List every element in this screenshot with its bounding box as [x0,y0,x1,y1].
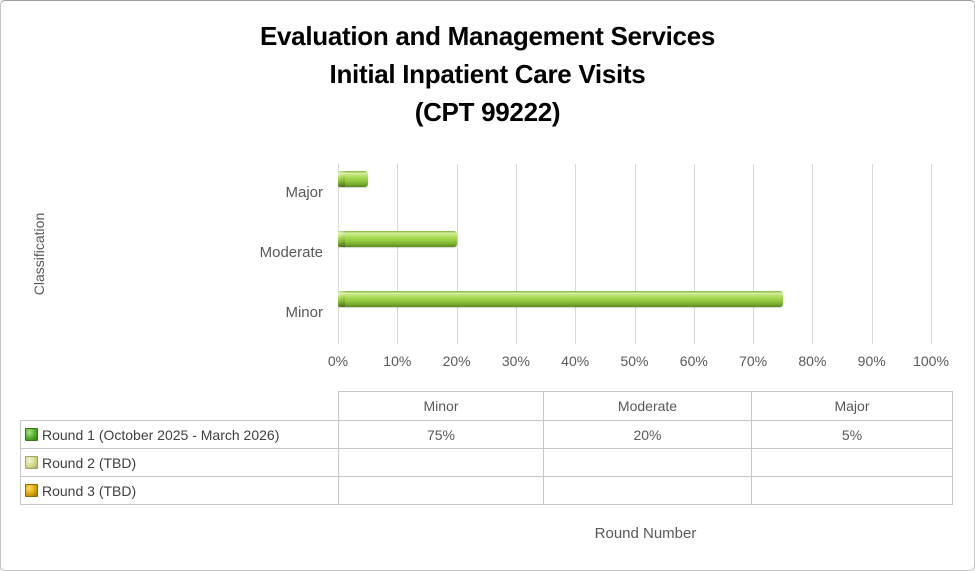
x-axis-tick-labels: 0% 10% 20% 30% 40% 50% 60% 70% 80% 90% 100% [328,353,949,373]
gridline [338,164,339,344]
table-row-round-2: Round 2 (TBD) [20,448,953,477]
x-tick-label: 100% [913,353,949,369]
table-header-row: Minor Moderate Major [21,391,953,421]
table-value-cell-moderate-round-2 [543,448,752,477]
legend-cell-round-1: Round 1 (October 2025 - March 2026) [20,420,339,449]
table-col-header-moderate: Moderate [543,391,752,421]
data-table: Minor Moderate Major Round 1 (October 2025 … [20,391,953,505]
category-label-major: Major [285,184,323,201]
bar-moderate-round-1 [338,231,457,247]
table-col-header-minor: Minor [338,391,544,421]
gridline [575,164,577,344]
table-col-header-major: Major [751,391,953,421]
chart-title: Evaluation and Management Services Initi… [1,17,974,131]
table-corner-cell [21,392,339,421]
series-name: Round 3 (TBD) [42,482,137,499]
legend-key-icon-round-2 [25,456,38,469]
legend-cell-round-3: Round 3 (TBD) [20,476,339,505]
gridline [871,164,873,344]
gridline [812,164,814,344]
table-value-cell-minor-round-1: 75% [338,420,544,449]
x-tick-label: 70% [739,353,768,369]
gridline [634,164,636,344]
table-row-round-1: Round 1 (October 2025 - March 2026) 75% 20… [20,420,953,449]
x-tick-label: 60% [679,353,708,369]
bar-major-round-1 [338,171,368,187]
category-label-moderate: Moderate [259,244,323,261]
category-label-minor: Minor [285,304,323,321]
gridline [515,164,517,344]
series-name: Round 1 (October 2025 - March 2026) [42,426,280,443]
legend-key-icon-round-1 [25,428,38,441]
table-value-cell-minor-round-2 [338,448,544,477]
plot-area [338,164,932,344]
table-value-cell-minor-round-3 [338,476,544,505]
bar-minor-round-1 [338,291,783,307]
gridline [931,164,932,344]
chart-title-line-2: Initial Inpatient Care Visits [329,59,646,89]
gridline [693,164,695,344]
table-value-cell-major-round-2 [751,448,953,477]
x-tick-label: 0% [327,353,349,369]
x-tick-label: 10% [383,353,412,369]
x-tick-label: 20% [442,353,471,369]
series-name: Round 2 (TBD) [42,454,137,471]
table-row-round-3: Round 3 (TBD) [20,476,953,505]
table-axis-title: Round Number [594,525,697,542]
gridline [753,164,755,344]
legend-cell-round-2: Round 2 (TBD) [20,448,339,477]
x-tick-label: 90% [857,353,886,369]
table-value-cell-moderate-round-3 [543,476,752,505]
x-tick-label: 80% [798,353,827,369]
gridline [456,164,458,344]
x-tick-label: 50% [620,353,649,369]
legend-key-icon-round-3 [25,484,38,497]
table-value-cell-major-round-1: 5% [751,420,953,449]
table-value-cell-moderate-round-1: 20% [543,420,752,449]
x-tick-label: 40% [561,353,590,369]
table-value-cell-major-round-3 [751,476,953,505]
chart-title-line-1: Evaluation and Management Services [259,21,716,51]
gridline [397,164,399,344]
x-tick-label: 30% [501,353,530,369]
category-axis-labels: Major Moderate Minor [1,164,323,344]
chart-title-line-3: (CPT 99222) [414,97,561,127]
